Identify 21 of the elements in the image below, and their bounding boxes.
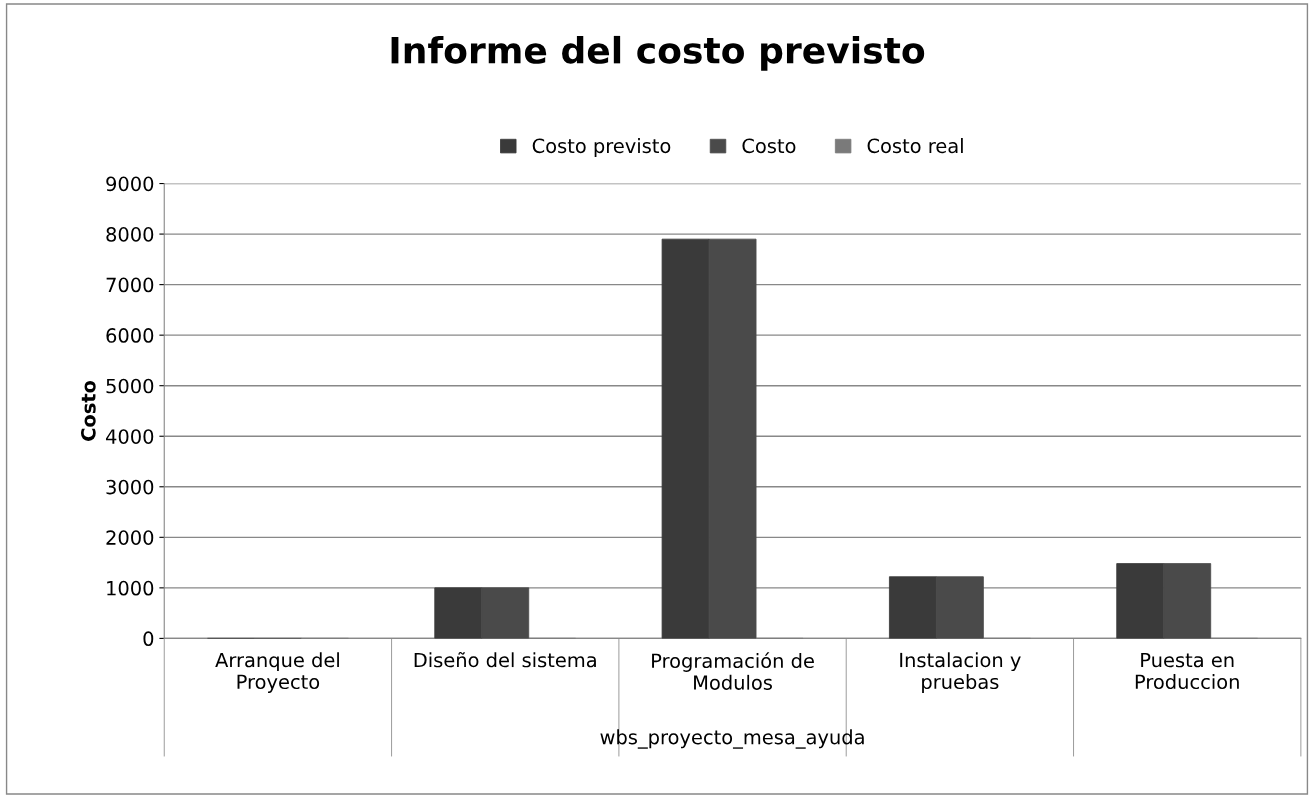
x-tick-label: Instalacion y pruebas (900, 652, 1021, 693)
y-tick-label: 0 (143, 631, 154, 647)
y-tick-label: 6000 (106, 328, 154, 343)
y-axis-title: Costo (81, 380, 96, 441)
legend-label: Costo real (867, 138, 963, 154)
legend-label: Costo (742, 138, 796, 154)
y-tick-label: 9000 (106, 176, 154, 192)
x-tick-label: Arranque del Proyecto (215, 652, 339, 693)
y-tick-label: 3000 (106, 479, 154, 495)
y-tick-label: 8000 (106, 227, 154, 242)
y-tick-label: 2000 (106, 530, 154, 545)
y-tick-label: 7000 (106, 277, 154, 293)
y-tick-label: 4000 (105, 429, 154, 444)
x-tick-label: Puesta en Produccion (1135, 652, 1239, 690)
chart-title: Informe del costo previsto (391, 35, 925, 71)
legend-label: Costo previsto (532, 138, 671, 157)
x-tick-label: Programación de Modulos (652, 652, 814, 690)
y-tick-label: 1000 (107, 580, 154, 596)
y-tick-label: 5000 (106, 378, 154, 394)
x-tick-label: Diseño del sistema (414, 651, 596, 668)
x-axis-title: wbs_proyecto_mesa_ayuda (600, 729, 864, 749)
